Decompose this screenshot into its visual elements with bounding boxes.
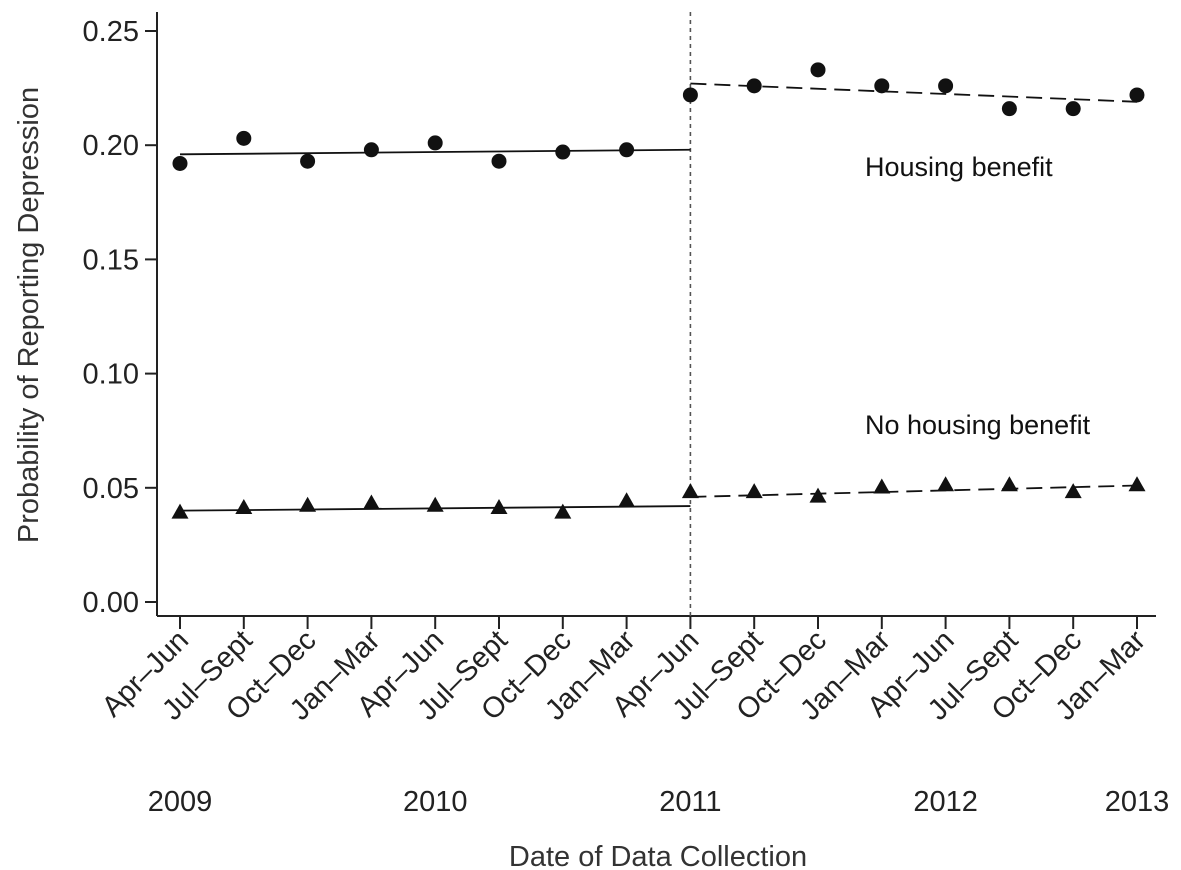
point-no-housing-benefit	[426, 496, 444, 512]
y-tick-label: 0.15	[83, 244, 139, 276]
data-points	[171, 62, 1146, 519]
y-tick-label: 0.05	[83, 473, 139, 505]
series-label-no-housing-benefit: No housing benefit	[865, 410, 1091, 440]
point-housing-benefit	[810, 62, 826, 78]
point-no-housing-benefit	[618, 492, 636, 508]
point-no-housing-benefit	[745, 483, 763, 499]
fit-lines	[179, 82, 1138, 512]
point-housing-benefit	[746, 78, 762, 94]
point-no-housing-benefit	[299, 496, 317, 512]
point-no-housing-benefit	[1000, 476, 1018, 492]
point-no-housing-benefit	[809, 487, 827, 503]
year-labels: 2009 2010 2011 2012 2013	[148, 786, 1170, 818]
point-housing-benefit	[1129, 87, 1145, 103]
x-ticks: Apr–JunJul–SeptOct–DecJan–MarApr–JunJul–…	[96, 616, 1152, 727]
point-no-housing-benefit	[490, 499, 508, 515]
axes	[156, 12, 1156, 617]
point-no-housing-benefit	[873, 478, 891, 494]
year-label: 2013	[1105, 786, 1170, 818]
point-no-housing-benefit	[235, 499, 253, 515]
point-housing-benefit	[363, 142, 379, 158]
y-tick-label: 0.10	[83, 359, 139, 391]
point-no-housing-benefit	[937, 476, 955, 492]
year-label: 2011	[659, 786, 721, 818]
x-axis-title: Date of Data Collection	[509, 841, 807, 870]
fit-line-after	[690, 82, 1138, 103]
point-housing-benefit	[427, 135, 443, 151]
series-label-housing-benefit: Housing benefit	[865, 152, 1053, 182]
point-housing-benefit	[300, 153, 316, 169]
point-housing-benefit	[172, 155, 188, 171]
point-no-housing-benefit	[362, 494, 380, 510]
point-housing-benefit	[682, 87, 698, 103]
y-tick-label: 0.25	[83, 16, 139, 48]
year-label: 2009	[148, 786, 213, 818]
y-tick-label: 0.20	[83, 130, 139, 162]
point-no-housing-benefit	[171, 503, 189, 519]
y-axis-title: Probability of Reporting Depression	[13, 87, 45, 543]
year-label: 2012	[913, 786, 978, 818]
year-label: 2010	[403, 786, 468, 818]
point-no-housing-benefit	[1128, 476, 1146, 492]
point-housing-benefit	[555, 144, 571, 160]
point-housing-benefit	[491, 153, 507, 169]
y-tick-label: 0.00	[83, 587, 139, 619]
y-ticks: 0.00 0.05 0.10 0.15 0.20 0.25	[83, 16, 157, 619]
fit-line-after	[690, 484, 1138, 498]
point-housing-benefit	[938, 78, 954, 94]
point-housing-benefit	[1001, 101, 1017, 117]
fit-line-before	[179, 148, 691, 156]
point-no-housing-benefit	[1064, 483, 1082, 499]
point-housing-benefit	[1065, 101, 1081, 117]
point-no-housing-benefit	[554, 503, 572, 519]
point-housing-benefit	[619, 142, 635, 158]
point-no-housing-benefit	[681, 483, 699, 499]
point-housing-benefit	[236, 130, 252, 146]
point-housing-benefit	[874, 78, 890, 94]
